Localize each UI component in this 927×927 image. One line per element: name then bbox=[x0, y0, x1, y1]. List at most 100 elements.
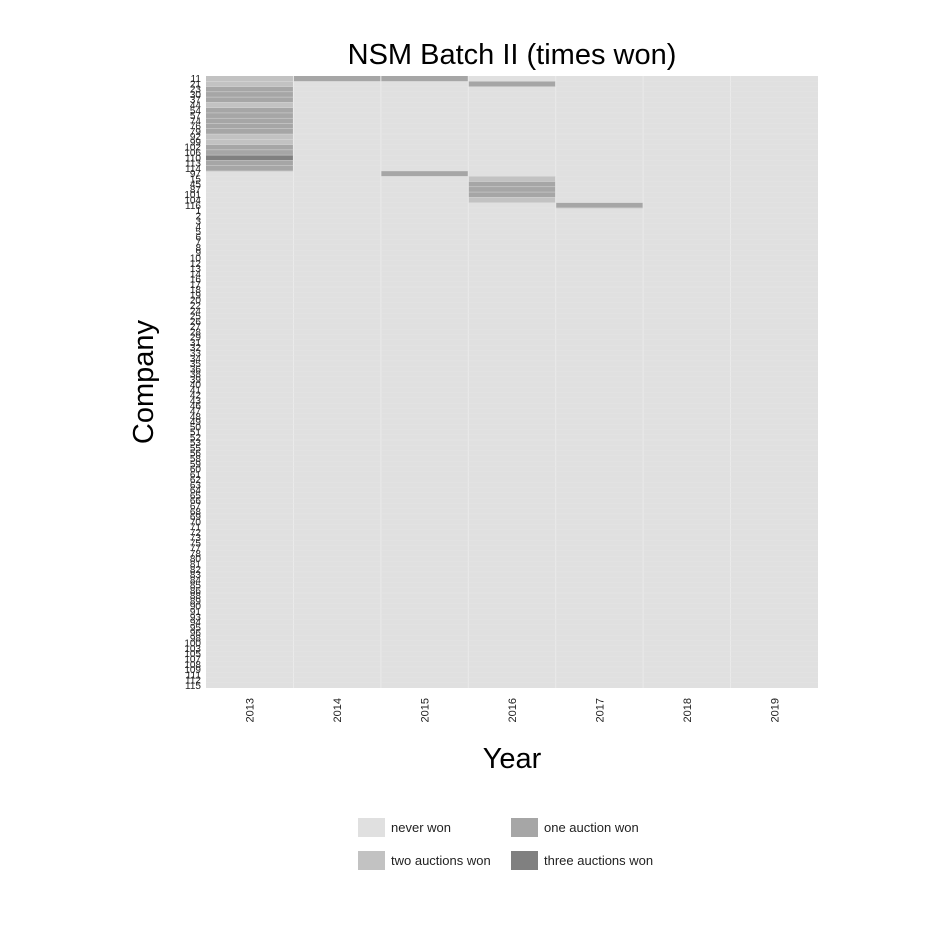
legend-label: one auction won bbox=[544, 820, 639, 835]
x-tick-label: 2013 bbox=[245, 698, 257, 722]
heatmap-cell-92-2013 bbox=[206, 134, 294, 140]
y-tick-label: 103 bbox=[184, 644, 201, 655]
legend-swatch bbox=[511, 851, 538, 870]
y-tick-label: 49 bbox=[190, 417, 202, 428]
y-tick-label: 50 bbox=[190, 422, 202, 433]
x-tick-label: 2017 bbox=[594, 698, 606, 722]
y-tick-label: 32 bbox=[190, 343, 202, 354]
y-tick-label: 48 bbox=[190, 412, 202, 423]
y-tick-label: 14 bbox=[190, 269, 202, 280]
heatmap-cell-45-2016 bbox=[468, 181, 556, 188]
heatmap-cell-21-2016 bbox=[468, 81, 556, 87]
heatmap-cell-76-2013 bbox=[206, 123, 294, 130]
heatmap-cell-79-2013 bbox=[206, 128, 294, 135]
y-tick-label: 72 bbox=[190, 528, 202, 539]
y-tick-label: 15 bbox=[190, 174, 202, 185]
y-tick-label: 4 bbox=[195, 222, 201, 233]
x-tick-label: 2019 bbox=[769, 698, 781, 722]
y-tick-label: 81 bbox=[190, 560, 202, 571]
legend-label: never won bbox=[391, 820, 451, 835]
y-tick-label: 54 bbox=[190, 106, 202, 117]
y-tick-label: 101 bbox=[184, 190, 201, 201]
heatmap-cell-74-2013 bbox=[206, 118, 294, 124]
y-tick-label: 40 bbox=[190, 380, 202, 391]
y-tick-label: 95 bbox=[190, 623, 202, 634]
y-tick-label: 19 bbox=[190, 290, 202, 301]
y-tick-label: 61 bbox=[190, 470, 202, 481]
heatmap-cell-102-2013 bbox=[206, 144, 294, 151]
heatmap-cell-97-2015 bbox=[380, 170, 469, 177]
y-tick-label: 106 bbox=[184, 148, 201, 159]
y-tick-label: 66 bbox=[190, 496, 202, 507]
y-tick-label: 27 bbox=[190, 322, 202, 333]
y-tick-label: 90 bbox=[190, 602, 202, 613]
y-tick-label: 88 bbox=[190, 591, 202, 602]
y-tick-label: 28 bbox=[190, 327, 202, 338]
y-tick-label: 41 bbox=[190, 385, 202, 396]
gridlines bbox=[206, 76, 818, 688]
legend: never won one auction won two auctions won… bbox=[358, 818, 653, 870]
y-tick-label: 69 bbox=[190, 512, 202, 523]
y-axis-title: Company bbox=[128, 319, 160, 444]
y-tick-label: 64 bbox=[190, 486, 202, 497]
y-tick-label: 25 bbox=[190, 312, 202, 323]
y-tick-label: 70 bbox=[190, 517, 202, 528]
y-tick-label: 20 bbox=[190, 296, 202, 307]
heatmap-cell-11-2014 bbox=[293, 76, 381, 82]
y-tick-label: 84 bbox=[190, 575, 202, 586]
y-tick-label: 45 bbox=[190, 180, 202, 191]
heatmap-cell-87-2016 bbox=[468, 186, 556, 193]
y-tick-label: 52 bbox=[190, 433, 202, 444]
heatmap-cell-114-2013 bbox=[206, 165, 294, 172]
y-tick-label: 6 bbox=[195, 232, 201, 243]
y-tick-label: 34 bbox=[190, 354, 202, 365]
y-tick-label: 86 bbox=[190, 586, 202, 597]
y-tick-label: 113 bbox=[185, 159, 201, 170]
y-tick-label: 82 bbox=[190, 565, 202, 576]
y-tick-label: 10 bbox=[190, 254, 202, 265]
heatmap-cell-116-2017 bbox=[555, 202, 644, 209]
y-tick-label: 12 bbox=[190, 259, 202, 270]
legend-swatch bbox=[511, 818, 538, 837]
y-tick-label: 53 bbox=[190, 438, 202, 449]
y-tick-label: 3 bbox=[195, 217, 201, 228]
y-tick-label: 62 bbox=[190, 475, 202, 486]
heatmap-cell-113-2013 bbox=[206, 160, 294, 166]
heatmap-cell-104-2016 bbox=[468, 197, 556, 203]
legend-label: three auctions won bbox=[544, 853, 653, 868]
y-tick-label: 115 bbox=[185, 681, 201, 692]
y-tick-label: 68 bbox=[190, 507, 202, 518]
heatmap-cell-57-2013 bbox=[206, 112, 294, 119]
y-tick-label: 38 bbox=[190, 370, 202, 381]
heatmap-cell-30-2013 bbox=[206, 91, 294, 98]
heatmap-cell-37-2013 bbox=[206, 97, 294, 103]
y-tick-label: 78 bbox=[190, 549, 202, 560]
y-tick-label: 116 bbox=[185, 201, 201, 212]
y-tick-label: 18 bbox=[190, 285, 202, 296]
y-tick-label: 97 bbox=[190, 169, 202, 180]
y-tick-label: 30 bbox=[190, 90, 202, 101]
y-tick-label: 105 bbox=[184, 649, 201, 660]
y-tick-label: 65 bbox=[190, 491, 202, 502]
y-tick-label: 7 bbox=[195, 238, 201, 249]
y-tick-label: 23 bbox=[190, 85, 202, 96]
y-tick-label: 111 bbox=[186, 670, 202, 681]
y-tick-label: 29 bbox=[190, 333, 202, 344]
heatmap-cell-11-2013 bbox=[206, 76, 294, 82]
y-tick-label: 43 bbox=[190, 396, 202, 407]
y-tick-label: 100 bbox=[184, 639, 201, 650]
y-tick-label: 47 bbox=[190, 407, 202, 418]
y-tick-label: 46 bbox=[190, 401, 202, 412]
y-tick-label: 5 bbox=[195, 227, 201, 238]
y-tick-label: 71 bbox=[190, 523, 202, 534]
y-tick-label: 83 bbox=[190, 570, 202, 581]
y-tick-label: 36 bbox=[190, 364, 202, 375]
y-tick-label: 55 bbox=[190, 443, 202, 454]
y-tick-label: 2 bbox=[195, 211, 201, 222]
x-tick-label: 2014 bbox=[332, 698, 344, 722]
y-tick-label: 67 bbox=[190, 501, 202, 512]
y-tick-label: 59 bbox=[190, 459, 202, 470]
y-tick-label: 33 bbox=[190, 348, 202, 359]
y-tick-label: 109 bbox=[184, 665, 201, 676]
